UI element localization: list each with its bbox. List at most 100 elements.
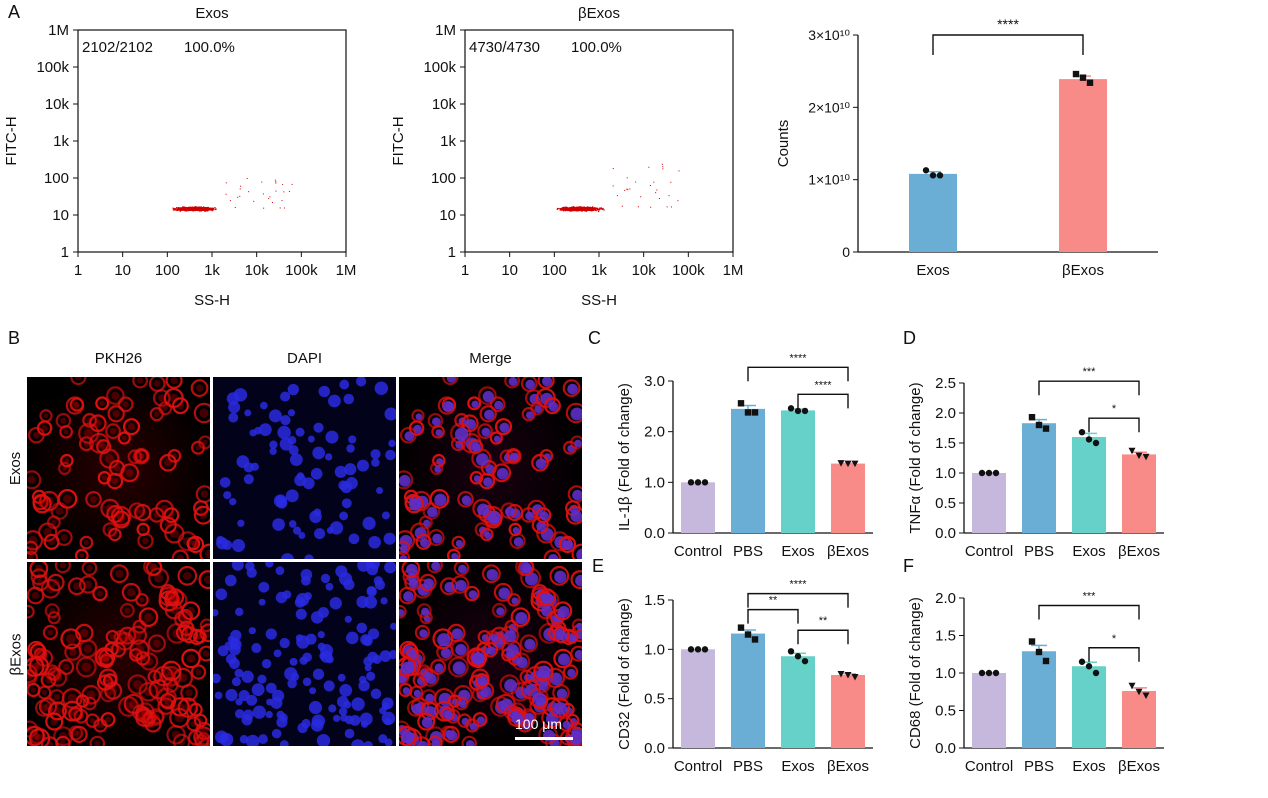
cell-membrane bbox=[127, 625, 148, 645]
event-dot bbox=[556, 208, 558, 210]
event-dot bbox=[184, 209, 186, 212]
cell-body bbox=[164, 521, 172, 529]
event-dot bbox=[562, 207, 564, 210]
cell-membrane bbox=[148, 377, 166, 392]
cell-body bbox=[66, 634, 76, 644]
event-dot bbox=[648, 166, 650, 168]
event-dot bbox=[653, 181, 655, 183]
nucleus bbox=[399, 609, 405, 617]
nucleus bbox=[287, 409, 296, 417]
cell-membrane bbox=[129, 648, 143, 662]
event-dot bbox=[206, 207, 208, 209]
event-dot bbox=[184, 207, 186, 209]
cell-membrane bbox=[95, 396, 110, 411]
cell-membrane bbox=[467, 647, 488, 668]
cell-membrane bbox=[35, 699, 53, 717]
nucleus bbox=[251, 683, 265, 697]
data-point bbox=[744, 631, 752, 638]
cell-membrane bbox=[571, 618, 582, 633]
cell-membrane bbox=[108, 527, 122, 542]
nucleus bbox=[227, 635, 235, 643]
nucleus bbox=[215, 588, 228, 601]
nucleus bbox=[569, 731, 582, 745]
data-point bbox=[1028, 638, 1036, 645]
data-point bbox=[1086, 79, 1094, 86]
cell-membrane bbox=[549, 565, 570, 586]
event-dot bbox=[176, 206, 178, 209]
nucleus bbox=[344, 728, 355, 739]
cell-membrane bbox=[75, 694, 90, 708]
cell-membrane bbox=[27, 656, 45, 677]
nucleus bbox=[304, 554, 314, 559]
nucleus bbox=[541, 377, 553, 387]
event-dot bbox=[601, 208, 603, 210]
event-dot bbox=[187, 207, 189, 209]
event-dot bbox=[212, 208, 214, 210]
data-point bbox=[837, 460, 845, 467]
nucleus bbox=[213, 609, 219, 617]
cell-membrane bbox=[156, 687, 177, 709]
event-dot bbox=[190, 207, 193, 209]
nucleus bbox=[325, 582, 334, 591]
cell-body bbox=[84, 580, 93, 589]
event-dot bbox=[202, 207, 204, 209]
cell-body bbox=[145, 657, 154, 666]
y-tick-label: 100 bbox=[44, 170, 69, 187]
cell-membrane bbox=[135, 708, 154, 727]
nucleus bbox=[515, 611, 528, 625]
nucleus bbox=[364, 595, 378, 609]
cell-membrane bbox=[27, 426, 45, 444]
nucleus bbox=[258, 734, 268, 744]
y-tick-label: 3×10¹⁰ bbox=[808, 27, 850, 43]
nucleus bbox=[273, 649, 282, 658]
event-dot bbox=[589, 206, 591, 208]
event-dot bbox=[640, 196, 642, 198]
image-exos-pkh26 bbox=[27, 377, 210, 559]
panel-label-c: C bbox=[588, 328, 601, 348]
event-dot bbox=[576, 210, 578, 212]
nucleus bbox=[302, 652, 312, 663]
nucleus bbox=[344, 463, 357, 476]
cell-membrane bbox=[55, 735, 71, 746]
event-dot bbox=[275, 182, 277, 184]
nucleus bbox=[548, 554, 559, 559]
cell-membrane bbox=[482, 642, 499, 658]
nucleus bbox=[537, 665, 551, 679]
event-dot bbox=[204, 207, 206, 209]
nucleus bbox=[442, 400, 454, 413]
cell-membrane bbox=[74, 548, 89, 559]
nucleus bbox=[476, 503, 490, 516]
cell-body bbox=[81, 662, 91, 672]
data-point bbox=[1079, 74, 1087, 81]
cell-membrane bbox=[492, 463, 512, 483]
nucleus bbox=[482, 390, 495, 403]
cell-membrane bbox=[132, 704, 149, 721]
cell-body bbox=[140, 526, 146, 532]
nucleus bbox=[487, 510, 501, 524]
cell-body bbox=[105, 716, 111, 723]
event-dot bbox=[563, 208, 565, 210]
nucleus bbox=[279, 713, 288, 722]
event-dot bbox=[602, 207, 604, 210]
nucleus bbox=[506, 644, 520, 658]
nucleus bbox=[372, 654, 382, 664]
nucleus bbox=[257, 674, 267, 684]
nucleus bbox=[313, 508, 322, 517]
cell-body bbox=[69, 648, 77, 656]
significance-label: * bbox=[1112, 633, 1117, 645]
nucleus bbox=[574, 650, 582, 660]
cell-body bbox=[52, 578, 60, 587]
event-dot bbox=[573, 209, 575, 211]
nucleus bbox=[241, 670, 254, 683]
bar-βExos bbox=[1059, 79, 1107, 252]
event-dot bbox=[269, 196, 271, 198]
data-point bbox=[1085, 436, 1093, 443]
event-dot bbox=[576, 209, 578, 211]
event-dot bbox=[198, 207, 201, 209]
cell-body bbox=[51, 519, 57, 525]
nucleus bbox=[411, 703, 423, 715]
event-dot bbox=[179, 210, 182, 212]
cell-body bbox=[71, 401, 79, 410]
y-tick-label: 1 bbox=[61, 244, 69, 261]
nucleus bbox=[471, 400, 479, 409]
